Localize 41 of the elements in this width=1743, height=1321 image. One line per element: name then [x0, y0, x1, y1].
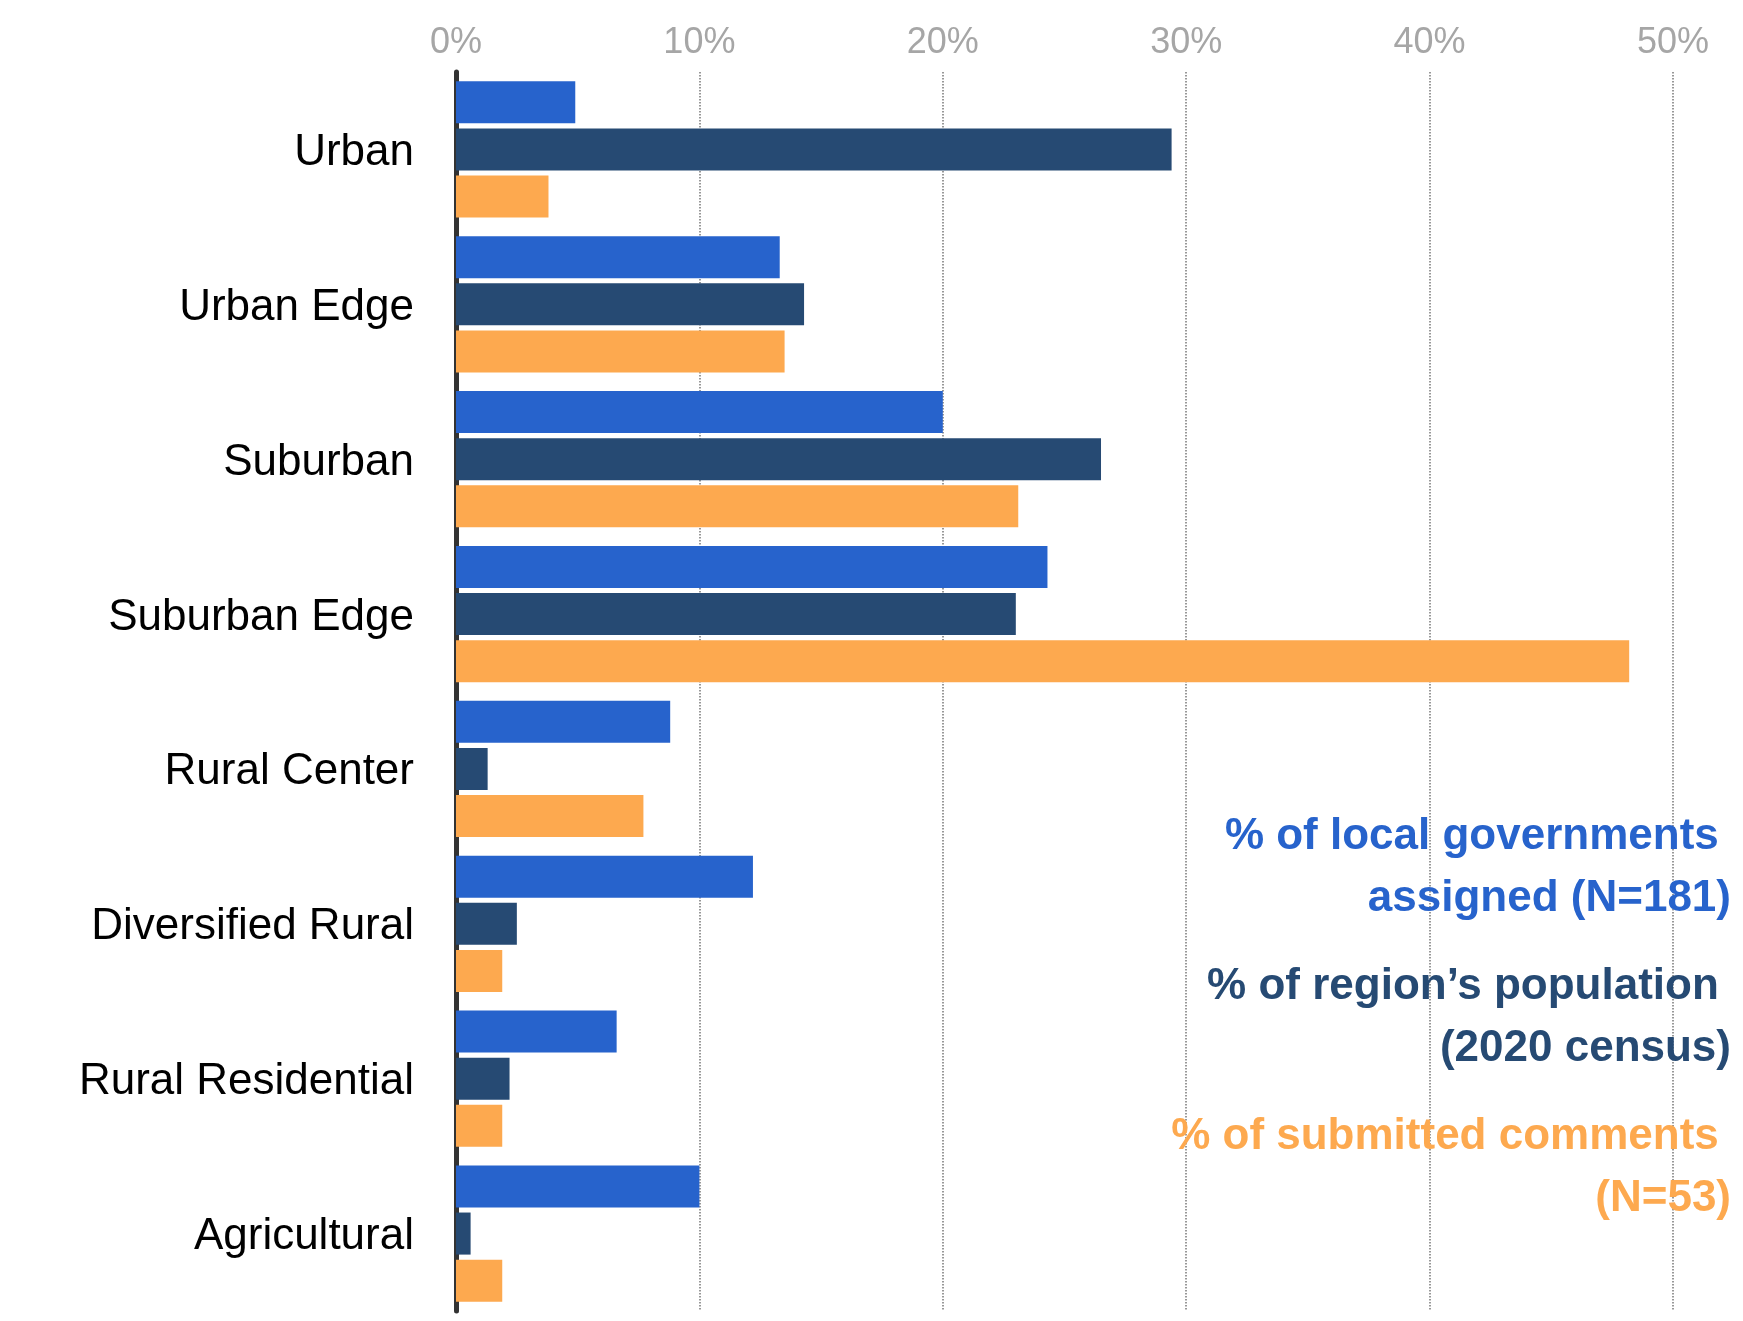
text: % of local governments assigned (N=181)	[1224, 808, 1731, 920]
bar	[456, 485, 1019, 528]
bar	[456, 1259, 503, 1302]
text: % of region’s population (2020 census)	[1207, 958, 1731, 1070]
y-tick-label: Rural Residential	[78, 1054, 414, 1104]
bar	[456, 1057, 510, 1100]
bar	[456, 236, 780, 279]
x-tick-label: 30%	[1150, 19, 1223, 61]
bar	[456, 1104, 503, 1147]
bar	[456, 795, 644, 838]
bar	[456, 747, 488, 790]
bar	[456, 640, 1630, 683]
bar	[456, 949, 503, 992]
x-tick-label: 10%	[663, 19, 736, 61]
bar	[456, 1212, 471, 1255]
bar	[456, 1010, 617, 1053]
bar	[456, 81, 576, 124]
bar	[456, 128, 1172, 171]
bar	[456, 902, 517, 945]
y-tick-label: Agricultural	[193, 1209, 414, 1259]
x-tick-label: 20%	[906, 19, 979, 61]
y-tick-label: Rural Center	[164, 744, 414, 794]
bar	[456, 855, 753, 898]
bar	[456, 283, 805, 326]
bar	[456, 330, 785, 373]
y-tick-label: Urban Edge	[179, 279, 414, 329]
bar	[456, 1165, 700, 1208]
bar	[456, 700, 671, 743]
y-tick-label: Suburban Edge	[108, 589, 414, 639]
bar	[456, 593, 1016, 636]
bar	[456, 438, 1102, 481]
y-tick-label: Urban	[294, 124, 414, 174]
x-tick-label: 0%	[429, 19, 483, 61]
bar	[456, 545, 1048, 588]
y-tick-label: Diversified Rural	[91, 899, 414, 949]
bar	[456, 175, 549, 218]
x-tick-label: 40%	[1393, 19, 1466, 61]
x-tick-label: 50%	[1636, 19, 1710, 61]
y-tick-label: Suburban	[223, 434, 414, 484]
text: % of submitted comments (N=53)	[1171, 1108, 1731, 1220]
bar	[456, 391, 943, 434]
